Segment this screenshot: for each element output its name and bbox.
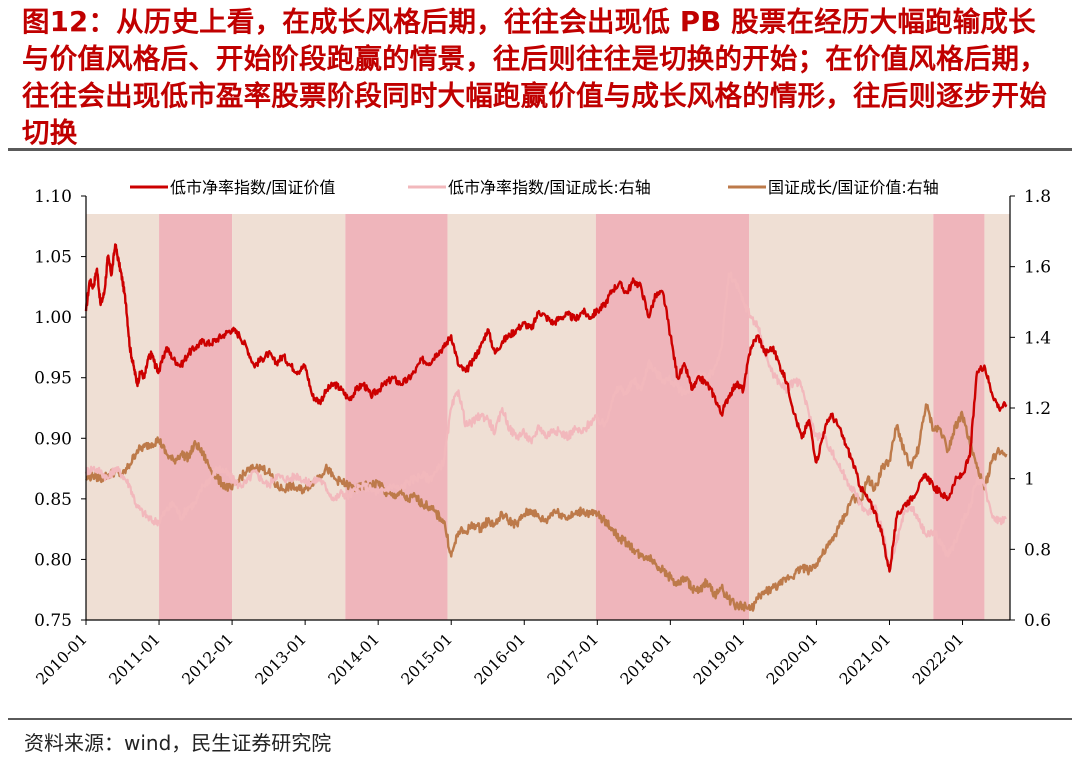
right-tick-label-5: 1.6 bbox=[1024, 258, 1051, 278]
x-tick-label-12: 2022-01 bbox=[909, 630, 967, 688]
right-tick-label-6: 1.8 bbox=[1024, 187, 1051, 207]
shaded-periods bbox=[86, 214, 1010, 620]
x-tick-label-0: 2010-01 bbox=[33, 630, 91, 688]
series-line-0 bbox=[84, 243, 1008, 573]
x-tick-label-8: 2018-01 bbox=[617, 630, 675, 688]
legend-label-2: 国证成长/国证价值:右轴 bbox=[768, 178, 939, 197]
right-tick-label-4: 1.4 bbox=[1024, 328, 1051, 348]
series-lines bbox=[84, 243, 1008, 612]
series-line-2 bbox=[85, 403, 1008, 612]
x-tick-label-4: 2014-01 bbox=[325, 630, 383, 688]
legend: 低市净率指数/国证价值 低市净率指数/国证成长:右轴 国证成长/国证价值:右轴 bbox=[130, 178, 939, 197]
left-tick-label-3: 0.90 bbox=[34, 429, 72, 449]
legend-label-0: 低市净率指数/国证价值 bbox=[170, 178, 335, 197]
shaded-period-1 bbox=[159, 214, 233, 620]
x-tick-label-10: 2020-01 bbox=[763, 630, 821, 688]
shaded-period-6 bbox=[749, 214, 934, 620]
left-tick-label-5: 1.00 bbox=[34, 308, 72, 328]
right-tick-label-2: 1 bbox=[1024, 470, 1035, 490]
shaded-period-5 bbox=[595, 214, 750, 620]
shaded-period-3 bbox=[345, 214, 448, 620]
left-tick-label-2: 0.85 bbox=[34, 490, 72, 510]
x-tick-label-9: 2019-01 bbox=[690, 630, 748, 688]
x-tick-label-3: 2013-01 bbox=[252, 630, 310, 688]
x-tick-label-1: 2011-01 bbox=[106, 630, 164, 688]
shaded-period-4 bbox=[447, 214, 596, 620]
left-tick-label-1: 0.80 bbox=[34, 550, 72, 570]
x-tick-label-2: 2012-01 bbox=[179, 630, 237, 688]
left-tick-label-0: 0.75 bbox=[34, 611, 72, 631]
right-tick-label-0: 0.6 bbox=[1024, 611, 1051, 631]
title-divider bbox=[8, 148, 1072, 151]
series-line-1 bbox=[84, 271, 1007, 572]
x-tick-label-6: 2016-01 bbox=[471, 630, 529, 688]
x-tick-label-5: 2015-01 bbox=[398, 630, 456, 688]
shaded-period-2 bbox=[232, 214, 346, 620]
legend-label-1: 低市净率指数/国证成长:右轴 bbox=[448, 178, 651, 197]
left-tick-label-4: 0.95 bbox=[34, 369, 72, 389]
left-tick-label-7: 1.10 bbox=[34, 187, 72, 207]
x-tick-label-11: 2021-01 bbox=[836, 630, 894, 688]
footer-divider bbox=[8, 718, 1072, 720]
source-note: 资料来源：wind，民生证券研究院 bbox=[24, 731, 332, 755]
x-tick-label-7: 2017-01 bbox=[544, 630, 602, 688]
left-tick-label-6: 1.05 bbox=[34, 248, 72, 268]
shaded-period-8 bbox=[984, 214, 1010, 620]
right-tick-label-3: 1.2 bbox=[1024, 399, 1051, 419]
right-tick-label-1: 0.8 bbox=[1024, 540, 1051, 560]
chart-title: 图12：从历史上看，在成长风格后期，往往会出现低 PB 股票在经历大幅跑输成长与… bbox=[22, 6, 1047, 149]
